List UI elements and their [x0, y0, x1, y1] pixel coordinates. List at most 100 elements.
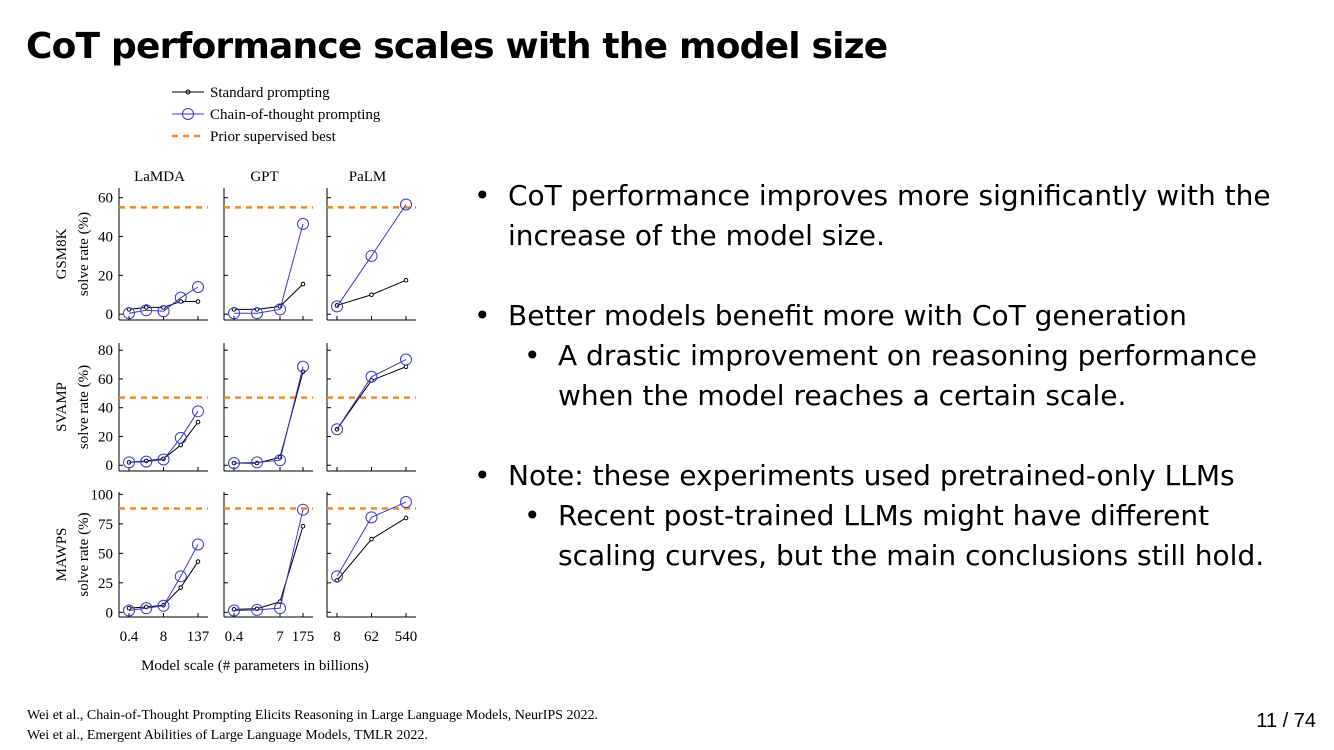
y-tick-label: 25 — [98, 576, 113, 592]
cot-series-line — [234, 223, 304, 314]
standard-point — [126, 605, 132, 611]
legend-standard-marker — [185, 89, 191, 95]
cot-point — [157, 305, 170, 318]
cot-point — [157, 599, 170, 612]
standard-series-line — [233, 526, 304, 610]
row-label-gsm8k: GSM8K — [54, 228, 70, 279]
standard-point — [300, 523, 306, 529]
standard-point — [403, 515, 409, 521]
cot-point — [123, 604, 135, 617]
cot-point — [400, 353, 412, 366]
standard-point — [369, 536, 374, 542]
x-tick-label: 540 — [395, 629, 418, 645]
cot-point — [331, 423, 343, 436]
cot-point — [140, 602, 153, 615]
y-tick-label: 20 — [98, 268, 113, 284]
cot-point — [331, 300, 343, 313]
references: Wei et al., Chain-of-Thought Prompting E… — [27, 706, 598, 746]
cot-point — [123, 307, 135, 320]
slide-title: CoT performance scales with the model si… — [26, 26, 888, 67]
cot-point — [192, 538, 204, 551]
cot-point — [251, 307, 263, 320]
cot-point — [174, 570, 187, 583]
bullet-item: CoT performance improves more significan… — [472, 176, 1312, 256]
x-tick-label: 175 — [292, 629, 315, 645]
x-tick-label: 137 — [187, 629, 210, 645]
cot-point — [274, 454, 286, 467]
legend-label-prior: Prior supervised best — [210, 129, 337, 145]
x-tick-label: 0.4 — [225, 629, 244, 645]
cot-series-line — [336, 501, 407, 577]
y-tick-label: 60 — [98, 191, 113, 207]
x-tick-label: 62 — [364, 629, 379, 645]
cot-point — [297, 503, 309, 516]
standard-point — [300, 281, 306, 287]
x-tick-label: 8 — [160, 629, 168, 645]
reference-item: Wei et al., Chain-of-Thought Prompting E… — [27, 708, 598, 723]
y-tick-label: 75 — [98, 517, 113, 533]
y-tick-label: 0 — [106, 458, 114, 474]
cot-point — [331, 570, 343, 583]
y-tick-label: 80 — [98, 343, 113, 359]
standard-point — [403, 277, 409, 283]
sub-bullet-item: A drastic improvement on reasoning perfo… — [472, 336, 1312, 416]
cot-point — [123, 456, 135, 469]
cot-series-line — [233, 366, 304, 464]
cot-point — [365, 370, 378, 383]
standard-series-line — [128, 561, 199, 609]
row-ylabel-svamp: solve rate (%) — [76, 365, 92, 449]
cot-point — [174, 291, 187, 304]
y-tick-label: 0 — [106, 605, 114, 621]
column-title-lamda: LaMDA — [134, 169, 185, 185]
cot-point — [228, 604, 240, 617]
row-ylabel-gsm8k: solve rate (%) — [76, 212, 92, 296]
cot-point — [228, 307, 240, 320]
standard-point — [195, 559, 201, 564]
y-tick-label: 40 — [98, 401, 113, 417]
cot-point — [400, 496, 412, 509]
y-tick-label: 20 — [98, 429, 113, 445]
y-tick-label: 50 — [98, 546, 113, 562]
page-number: 11 / 74 — [1256, 710, 1316, 732]
legend-cot-marker — [182, 108, 194, 120]
y-tick-label: 40 — [98, 230, 113, 246]
column-title-palm: PaLM — [349, 169, 387, 185]
y-tick-label: 100 — [91, 487, 114, 503]
standard-point — [178, 585, 184, 590]
y-tick-label: 60 — [98, 372, 113, 388]
cot-point — [251, 456, 263, 469]
standard-series-line — [336, 517, 407, 581]
bullet-item: Better models benefit more with CoT gene… — [472, 296, 1312, 336]
cot-point — [297, 360, 309, 373]
standard-series-line — [234, 283, 304, 310]
sub-bullet-item: Recent post-trained LLMs might have diff… — [472, 496, 1312, 576]
cot-point — [251, 603, 263, 616]
reference-item: Wei et al., Emergent Abilities of Large … — [27, 728, 428, 743]
legend-label-cot: Chain-of-thought prompting — [210, 107, 381, 123]
standard-series-line — [234, 371, 304, 464]
cot-point — [140, 455, 153, 468]
cot-series-line — [233, 509, 304, 612]
standard-point — [369, 292, 374, 298]
cot-point — [157, 453, 170, 466]
row-label-svamp: SVAMP — [54, 382, 70, 432]
cot-series-line — [336, 359, 407, 430]
cot-point — [228, 457, 240, 470]
column-title-gpt: GPT — [250, 169, 278, 185]
cot-series-line — [128, 411, 199, 463]
row-ylabel-mawps: solve rate (%) — [76, 512, 92, 596]
cot-point — [297, 217, 309, 230]
standard-point — [143, 305, 149, 310]
bullet-list: CoT performance improves more significan… — [472, 176, 1312, 576]
cot-point — [192, 405, 204, 418]
cot-point — [192, 281, 204, 293]
row-label-mawps: MAWPS — [54, 528, 70, 582]
x-tick-label: 8 — [333, 629, 341, 645]
legend-label-standard: Standard prompting — [210, 85, 330, 101]
y-tick-label: 0 — [106, 307, 114, 323]
cot-series-line — [336, 204, 407, 307]
x-tick-label: 7 — [276, 629, 284, 645]
cot-point — [174, 431, 187, 444]
cot-point — [365, 511, 378, 524]
cot-point — [400, 198, 412, 211]
